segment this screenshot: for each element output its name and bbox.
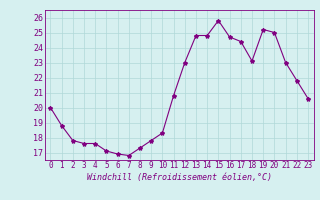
X-axis label: Windchill (Refroidissement éolien,°C): Windchill (Refroidissement éolien,°C) (87, 173, 272, 182)
